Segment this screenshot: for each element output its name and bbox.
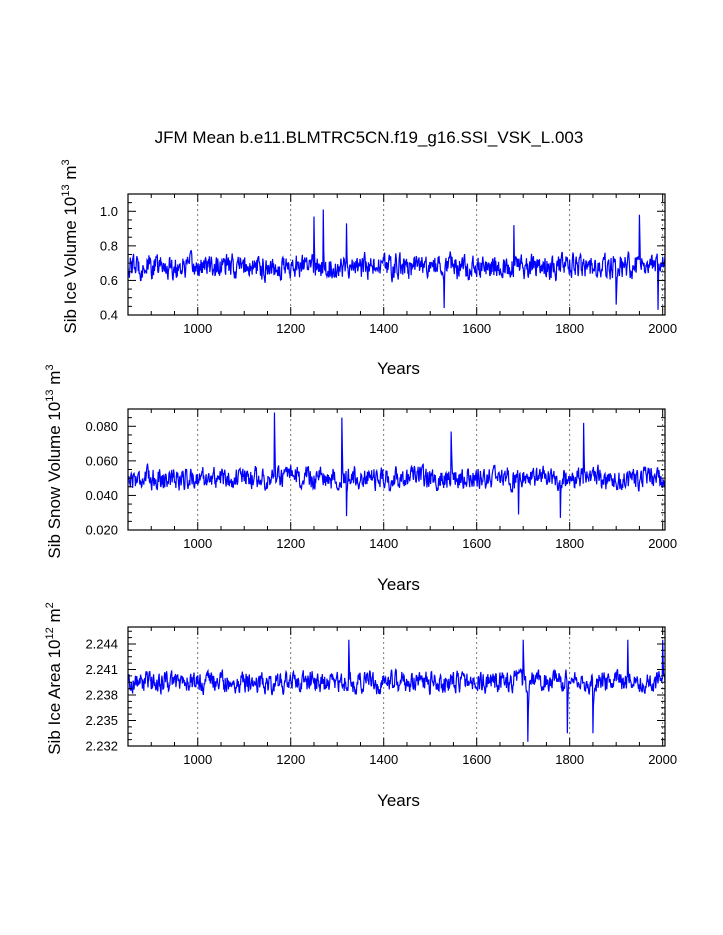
- y-tick-label: 0.040: [85, 488, 118, 503]
- x-tick-label: 1400: [369, 321, 398, 336]
- x-tick-label: 2000: [648, 321, 677, 336]
- y-tick-label: 2.244: [85, 637, 118, 652]
- x-tick-label: 2000: [648, 752, 677, 767]
- x-tick-label: 1200: [276, 321, 305, 336]
- y-tick-label: 1.0: [100, 204, 118, 219]
- x-axis-label: Years: [377, 791, 420, 810]
- y-tick-label: 0.6: [100, 273, 118, 288]
- x-tick-label: 1000: [183, 321, 212, 336]
- y-tick-label: 0.060: [85, 453, 118, 468]
- chart-title: JFM Mean b.e11.BLMTRC5CN.f19_g16.SSI_VSK…: [155, 128, 584, 147]
- x-tick-label: 1800: [555, 536, 584, 551]
- x-tick-label: 1800: [555, 752, 584, 767]
- x-tick-label: 1000: [183, 536, 212, 551]
- y-tick-label: 2.238: [85, 688, 118, 703]
- x-tick-label: 1800: [555, 321, 584, 336]
- chart-panels: 1000 1200 1400 1600 1800 2000 0.4 0.6 0.8 1.0 Year…: [44, 159, 677, 810]
- x-tick-label: 2000: [648, 536, 677, 551]
- y-tick-label: 0.020: [85, 523, 118, 538]
- y-tick-label: 2.241: [85, 662, 118, 677]
- series-line: [127, 412, 666, 518]
- y-axis-label: Sib Ice Volume 1013 m3: [60, 159, 80, 333]
- panel-1: 1000 1200 1400 1600 1800 2000 0.4 0.6 0.8 1.0 Year…: [60, 159, 677, 378]
- y-tick-label: 0.080: [85, 419, 118, 434]
- y-tick-label: 2.235: [85, 713, 118, 728]
- x-axis-label: Years: [377, 575, 420, 594]
- series-line: [127, 209, 666, 310]
- series-line: [127, 639, 666, 742]
- x-tick-label: 1600: [462, 321, 491, 336]
- y-tick-label: 0.4: [100, 308, 118, 323]
- x-axis-label: Years: [377, 359, 420, 378]
- y-axis-label: Sib Ice Area 1012 m2: [44, 602, 64, 755]
- x-tick-label: 1000: [183, 752, 212, 767]
- plot-frame: [127, 626, 666, 747]
- x-tick-label: 1200: [276, 752, 305, 767]
- x-tick-label: 1600: [462, 752, 491, 767]
- x-tick-label: 1400: [369, 536, 398, 551]
- panel-3: 1000 1200 1400 1600 1800 2000 2.232 2.235 2.238 2…: [44, 602, 677, 810]
- y-axis-label: Sib Snow Volume 1013 m3: [44, 364, 64, 558]
- panel-2: 1000 1200 1400 1600 1800 2000 0.020 0.040 0.060 0…: [44, 364, 677, 594]
- y-tick-label: 0.8: [100, 238, 118, 253]
- x-tick-label: 1400: [369, 752, 398, 767]
- y-tick-label: 2.232: [85, 739, 118, 754]
- x-tick-label: 1200: [276, 536, 305, 551]
- x-tick-label: 1600: [462, 536, 491, 551]
